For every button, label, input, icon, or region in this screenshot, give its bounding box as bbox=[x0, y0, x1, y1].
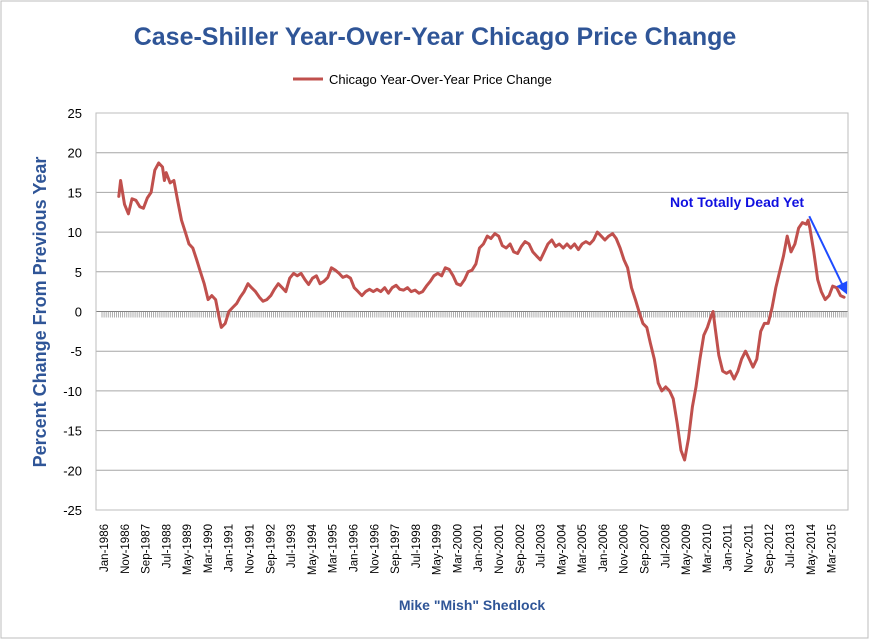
x-tick-label: Mar-1995 bbox=[328, 524, 340, 573]
series-line-chicago bbox=[117, 161, 846, 462]
y-tick-label: -15 bbox=[63, 424, 82, 439]
annotation-arrow bbox=[808, 215, 848, 295]
x-minor-ticks bbox=[101, 311, 847, 318]
x-tick-label: Nov-2011 bbox=[743, 524, 755, 573]
x-tick-label: Mar-2015 bbox=[827, 524, 839, 573]
y-tick-label: -5 bbox=[70, 344, 82, 359]
x-tick-label: May-1999 bbox=[432, 524, 444, 575]
x-tick-label: Mar-2000 bbox=[452, 524, 464, 573]
plot-area bbox=[95, 112, 849, 511]
x-tick-label: Jan-1986 bbox=[99, 524, 111, 572]
y-tick-labels: 25 20 15 10 5 0 -5 -10 -15 -20 -25 bbox=[63, 106, 82, 518]
x-tick-label: May-2004 bbox=[556, 523, 568, 575]
x-tick-labels: Jan-1986 Nov-1986 Sep-1987 Jul-1988 May-1989… bbox=[99, 523, 839, 575]
y-tick-label: 10 bbox=[68, 225, 82, 240]
x-tick-label: Jan-2001 bbox=[473, 524, 485, 572]
y-tick-label: 15 bbox=[68, 185, 82, 200]
x-axis-title: Mike "Mish" Shedlock bbox=[399, 597, 546, 613]
y-tick-label: 5 bbox=[75, 265, 82, 280]
x-tick-label: Jul-1993 bbox=[286, 524, 298, 568]
y-tick-label: -10 bbox=[63, 384, 82, 399]
x-tick-label: Nov-2006 bbox=[619, 524, 631, 574]
x-tick-label: May-2014 bbox=[806, 523, 818, 575]
x-tick-label: Jan-1996 bbox=[348, 524, 360, 572]
legend-label: Chicago Year-Over-Year Price Change bbox=[329, 72, 552, 87]
annotation-text: Not Totally Dead Yet bbox=[670, 194, 804, 210]
x-tick-label: Sep-2007 bbox=[640, 524, 652, 574]
y-tick-label: 20 bbox=[68, 146, 82, 161]
x-tick-label: Mar-1990 bbox=[203, 524, 215, 573]
x-tick-label: Nov-1991 bbox=[245, 524, 257, 574]
x-tick-label: Mar-2010 bbox=[702, 524, 714, 573]
x-tick-label: May-2009 bbox=[681, 524, 693, 575]
x-tick-label: Sep-1997 bbox=[390, 524, 402, 574]
x-tick-label: Jul-1998 bbox=[411, 524, 423, 568]
y-tick-label: 25 bbox=[68, 106, 82, 121]
x-tick-label: Jul-1988 bbox=[161, 524, 173, 568]
y-tick-label: 0 bbox=[75, 305, 82, 320]
x-tick-label: Sep-2002 bbox=[515, 524, 527, 574]
x-tick-label: Mar-2005 bbox=[577, 524, 589, 573]
x-tick-label: Jan-1991 bbox=[224, 524, 236, 572]
x-tick-label: May-1994 bbox=[307, 523, 319, 575]
y-tick-label: -25 bbox=[63, 503, 82, 518]
x-tick-label: Nov-1986 bbox=[120, 524, 132, 574]
x-tick-label: May-1989 bbox=[182, 524, 194, 575]
x-tick-label: Sep-2012 bbox=[764, 524, 776, 574]
x-tick-label: Jul-2013 bbox=[785, 524, 797, 568]
x-tick-label: Jan-2006 bbox=[598, 524, 610, 572]
y-tick-label: -20 bbox=[63, 463, 82, 478]
x-tick-label: Sep-1992 bbox=[265, 524, 277, 574]
x-tick-label: Nov-2001 bbox=[494, 524, 506, 574]
y-axis-title: Percent Change From Previous Year bbox=[30, 157, 50, 468]
chart-title: Case-Shiller Year-Over-Year Chicago Pric… bbox=[134, 23, 737, 51]
x-tick-label: Jul-2003 bbox=[536, 524, 548, 568]
x-tick-label: Jul-2008 bbox=[660, 524, 672, 568]
x-tick-label: Nov-1996 bbox=[369, 524, 381, 574]
x-tick-label: Sep-1987 bbox=[141, 524, 153, 574]
x-tick-label: Jan-2011 bbox=[723, 524, 735, 571]
